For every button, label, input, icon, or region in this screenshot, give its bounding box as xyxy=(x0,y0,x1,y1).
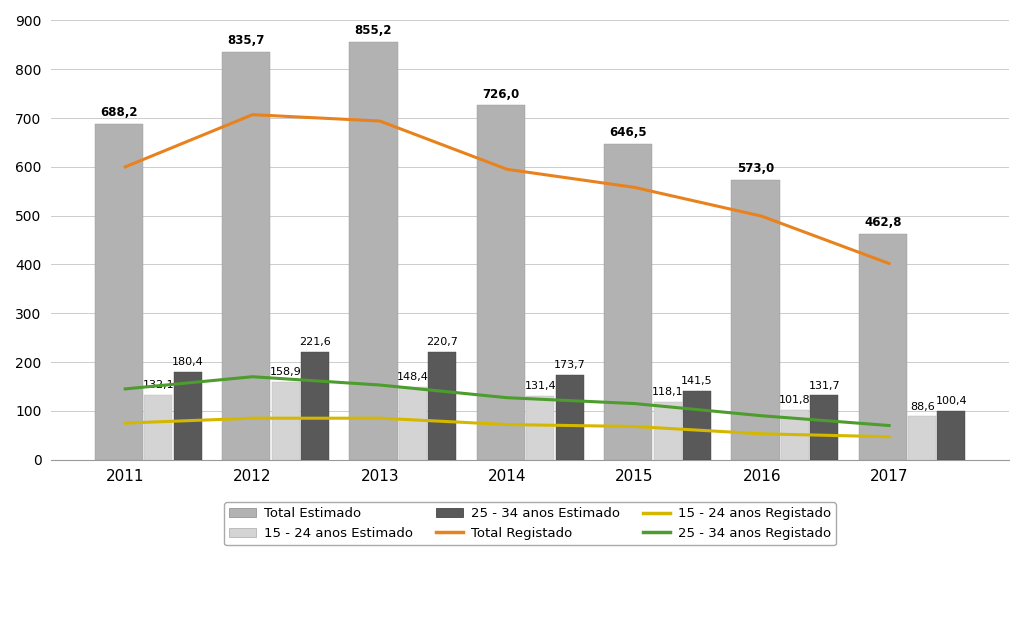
Bar xyxy=(144,395,172,460)
Text: 688,2: 688,2 xyxy=(100,106,137,119)
Text: 173,7: 173,7 xyxy=(554,360,586,370)
Bar xyxy=(349,42,397,460)
Bar xyxy=(937,411,966,460)
Bar xyxy=(428,352,457,460)
Text: 462,8: 462,8 xyxy=(864,216,901,229)
Text: 573,0: 573,0 xyxy=(736,162,774,175)
Legend: Total Estimado, 15 - 24 anos Estimado, 25 - 34 anos Estimado, Total Registado, 1: Total Estimado, 15 - 24 anos Estimado, 2… xyxy=(224,502,837,545)
Text: 220,7: 220,7 xyxy=(426,337,458,347)
Bar xyxy=(399,387,427,460)
Bar xyxy=(174,372,202,460)
Bar xyxy=(271,382,300,460)
Text: 148,4: 148,4 xyxy=(397,372,429,382)
Text: 158,9: 158,9 xyxy=(269,367,301,377)
Bar xyxy=(604,144,652,460)
Bar xyxy=(222,52,270,460)
Text: 131,7: 131,7 xyxy=(808,380,840,391)
Text: 132,1: 132,1 xyxy=(142,380,174,391)
Bar xyxy=(683,391,711,460)
Bar xyxy=(476,105,525,460)
Text: 88,6: 88,6 xyxy=(909,401,935,411)
Text: 180,4: 180,4 xyxy=(172,357,204,366)
Text: 131,4: 131,4 xyxy=(524,380,556,391)
Text: 646,5: 646,5 xyxy=(609,126,647,139)
Text: 101,8: 101,8 xyxy=(779,395,811,405)
Bar xyxy=(858,234,907,460)
Text: 118,1: 118,1 xyxy=(651,387,683,397)
Bar xyxy=(94,124,143,460)
Bar xyxy=(653,402,682,460)
Text: 221,6: 221,6 xyxy=(299,337,331,347)
Text: 141,5: 141,5 xyxy=(681,376,713,385)
Text: 855,2: 855,2 xyxy=(354,25,392,37)
Bar xyxy=(908,417,936,460)
Bar xyxy=(301,351,329,460)
Text: 100,4: 100,4 xyxy=(936,396,968,406)
Bar xyxy=(810,396,839,460)
Text: 726,0: 726,0 xyxy=(482,87,519,101)
Bar xyxy=(526,396,554,460)
Text: 835,7: 835,7 xyxy=(227,34,265,47)
Bar xyxy=(555,375,584,460)
Bar xyxy=(781,410,809,460)
Bar xyxy=(731,180,779,460)
